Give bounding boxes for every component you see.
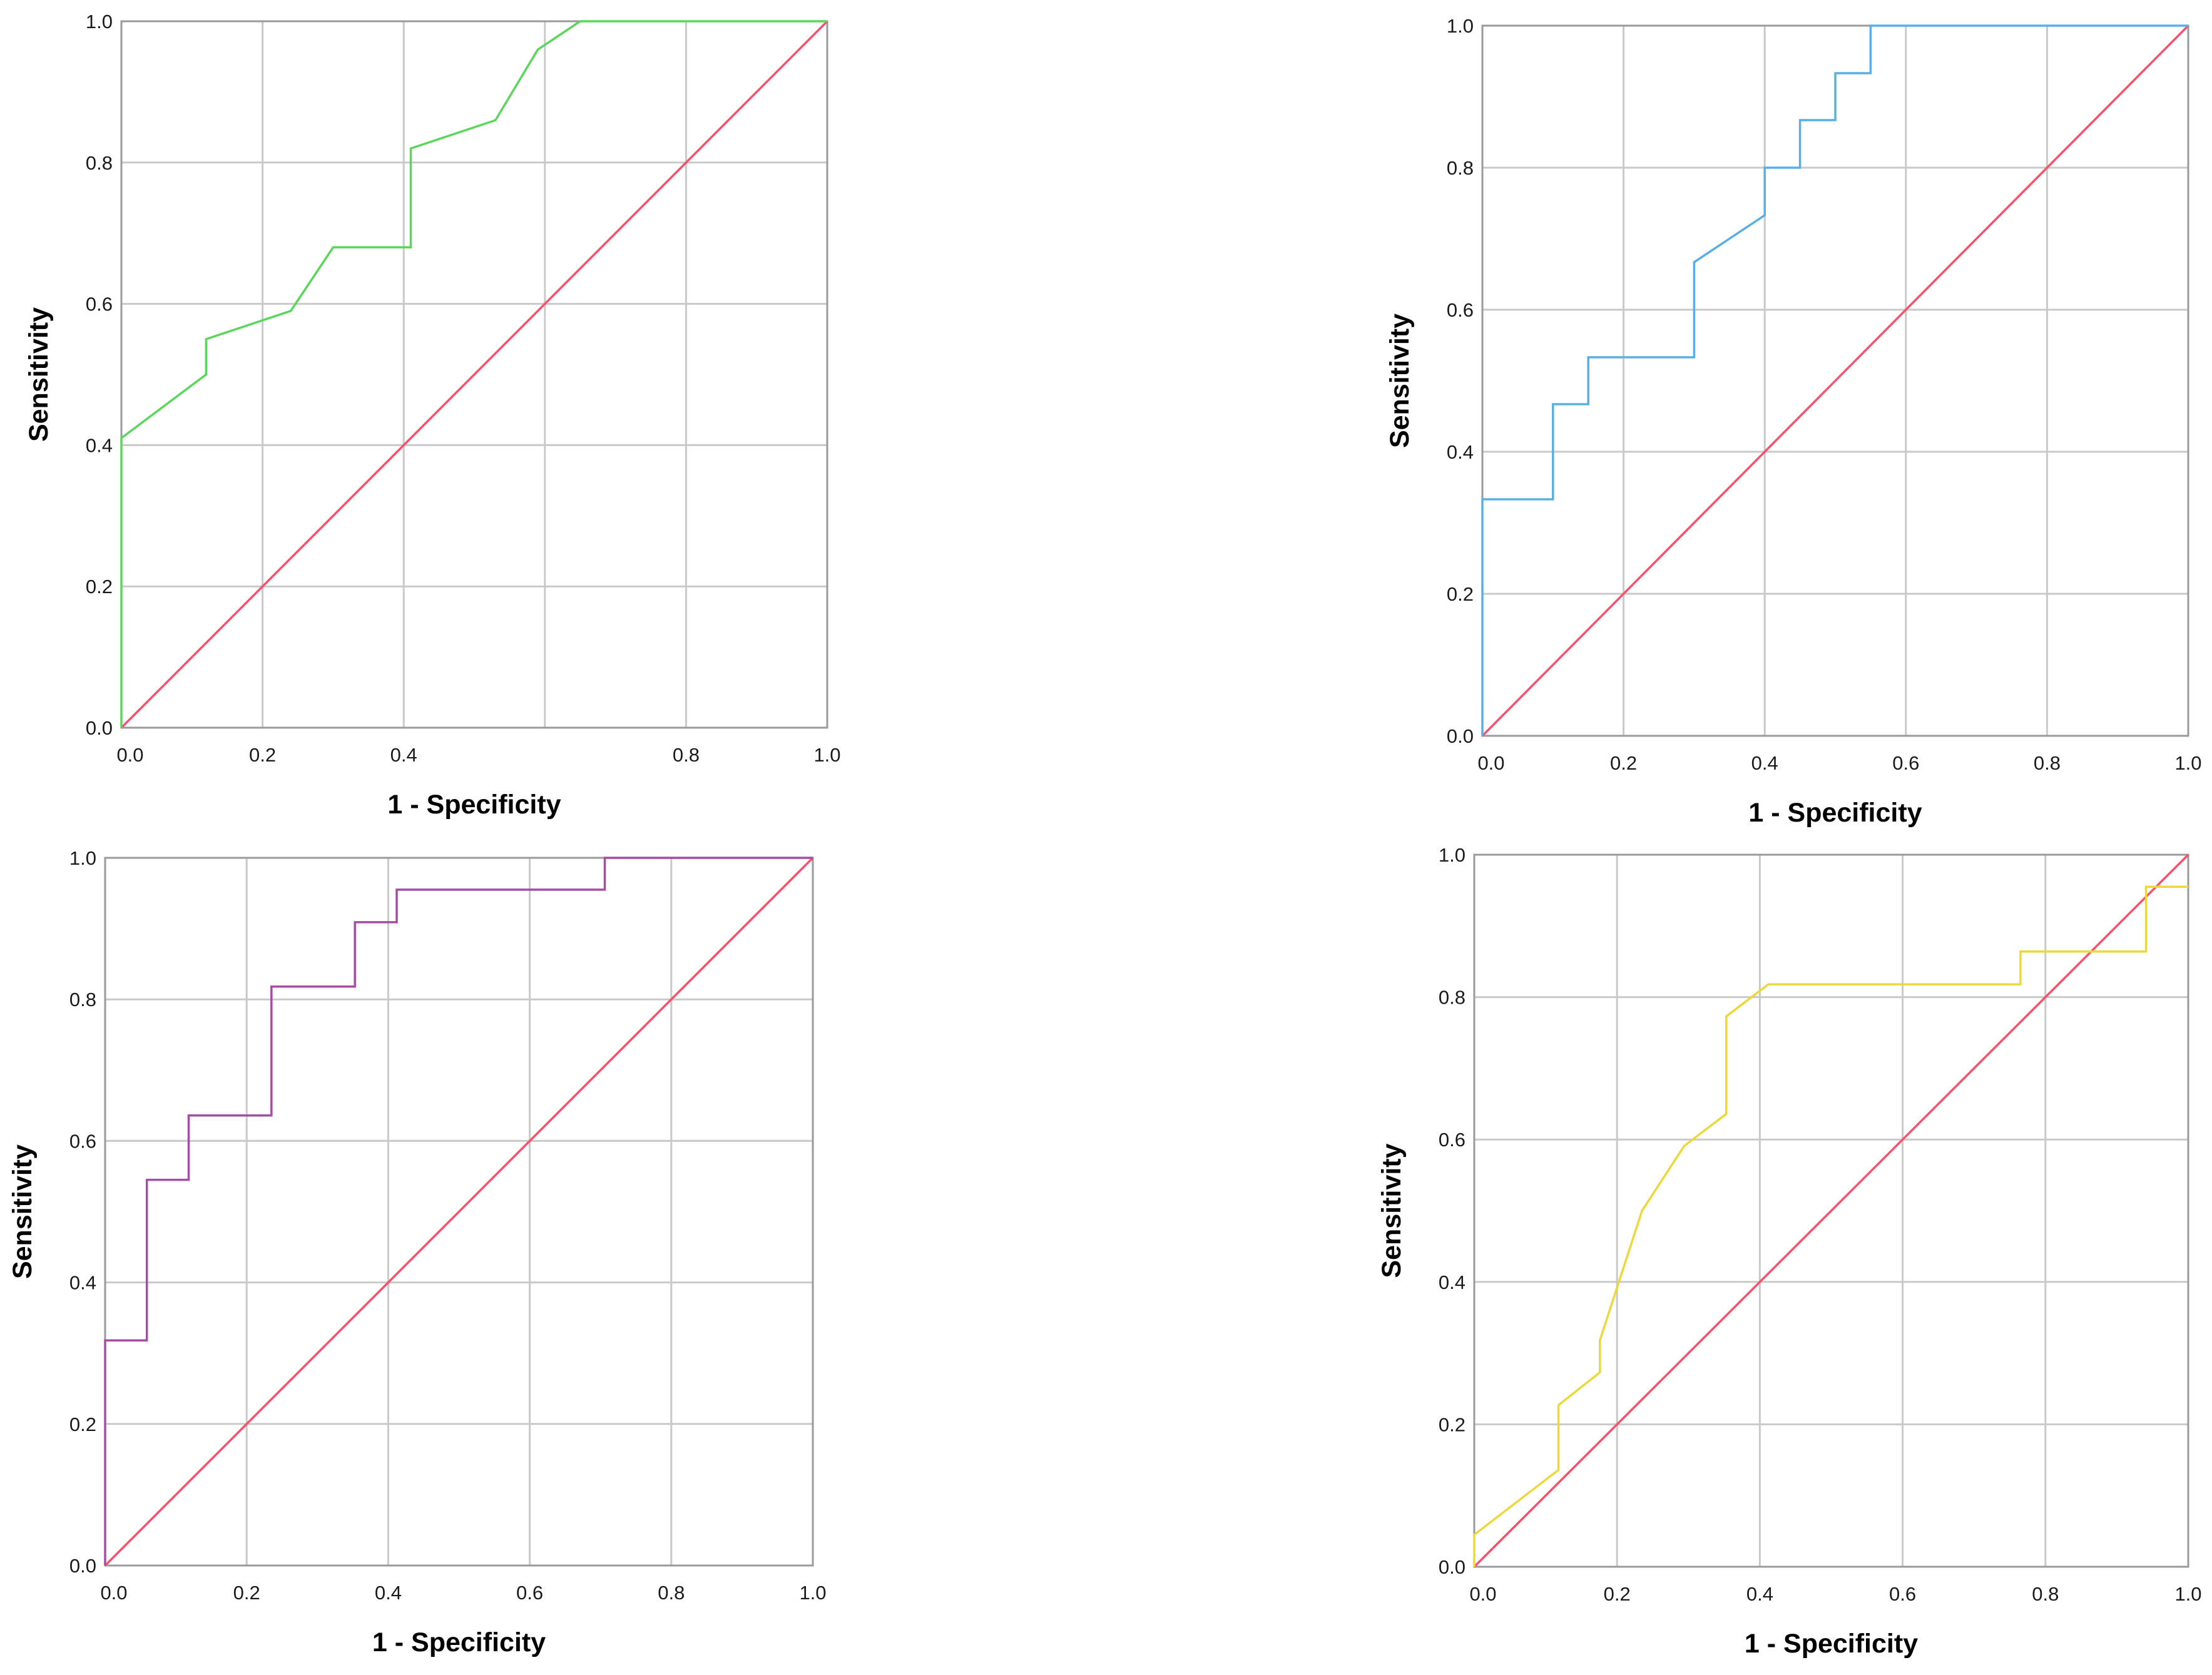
x-axis-title: 1 - Specificity <box>1745 1629 1918 1659</box>
y-tick-label: 0.4 <box>1439 1271 1465 1293</box>
x-tick-label: 0.4 <box>1751 752 1778 774</box>
reference-diagonal-line <box>1473 853 2189 1568</box>
x-tick-label: 1.0 <box>2174 752 2201 774</box>
roc-curve-line <box>1473 885 2188 1567</box>
x-axis-title: 1 - Specificity <box>387 790 561 820</box>
y-tick-label: 0.8 <box>1439 987 1465 1009</box>
y-tick-label: 0.4 <box>69 1272 96 1294</box>
x-tick-label: 0.6 <box>1892 752 1919 774</box>
x-tick-label: 1.0 <box>799 1582 826 1604</box>
roc-panel-3: 0.0 0.2 0.4 0.6 0.8 1.0 0.0 0.2 0.4 0.6 0.8 1.0 1 - … <box>8 847 827 1657</box>
x-tick-label: 0.0 <box>116 744 143 766</box>
roc-panel-2: 0.0 0.2 0.4 0.6 0.8 1.0 0.0 0.2 0.4 0.6 0.8 1.0 1 - … <box>1385 15 2202 828</box>
roc-curve-line <box>1481 24 2188 736</box>
y-axis-title: Sensitivity <box>1385 313 1415 448</box>
x-tick-label: 0.8 <box>2032 1583 2059 1605</box>
x-tick-label: 0.6 <box>1889 1583 1916 1605</box>
y-tick-label: 0.0 <box>1447 725 1474 747</box>
roc-curve-line <box>104 857 813 1566</box>
roc-panel-4: 0.0 0.2 0.4 0.6 0.8 1.0 0.0 0.2 0.4 0.6 0.8 1.0 1 - … <box>1377 844 2202 1659</box>
y-tick-label: 0.6 <box>1447 299 1474 321</box>
y-tick-label: 0.2 <box>69 1413 96 1435</box>
reference-diagonal-line <box>104 857 814 1567</box>
y-axis-title: Sensitivity <box>1377 1143 1407 1278</box>
y-tick-label: 1.0 <box>1447 15 1474 37</box>
y-tick-label: 0.0 <box>1439 1556 1465 1578</box>
y-tick-label: 0.8 <box>69 989 96 1011</box>
y-tick-label: 0.2 <box>1447 583 1474 605</box>
y-axis-title: Sensitivity <box>8 1144 38 1279</box>
y-tick-label: 0.4 <box>86 434 113 456</box>
plot-frame <box>104 857 814 1567</box>
plot-frame <box>1481 24 2189 737</box>
reference-diagonal-line <box>1481 24 2189 737</box>
y-tick-label: 1.0 <box>1439 844 1465 866</box>
reference-diagonal-line <box>120 20 828 729</box>
x-tick-label: 1.0 <box>813 744 840 766</box>
y-tick-label: 0.6 <box>69 1130 96 1152</box>
y-tick-label: 0.0 <box>86 717 113 739</box>
y-tick-label: 0.2 <box>86 576 113 598</box>
x-tick-label: 0.0 <box>100 1582 127 1604</box>
x-tick-label: 0.2 <box>1604 1583 1631 1605</box>
y-axis-title: Sensitivity <box>24 307 54 442</box>
x-tick-label: 0.8 <box>673 744 700 766</box>
y-tick-label: 0.4 <box>1447 441 1474 463</box>
y-tick-label: 0.8 <box>86 152 113 174</box>
x-tick-label: 0.2 <box>233 1582 260 1604</box>
x-axis-title: 1 - Specificity <box>372 1627 546 1657</box>
x-tick-label: 0.4 <box>1746 1583 1773 1605</box>
x-tick-label: 0.4 <box>375 1582 402 1604</box>
x-tick-label: 0.2 <box>1610 752 1637 774</box>
x-axis-title: 1 - Specificity <box>1748 798 1922 828</box>
y-tick-label: 0.6 <box>1439 1129 1465 1151</box>
y-tick-label: 0.0 <box>69 1555 96 1577</box>
x-tick-label: 0.0 <box>1477 752 1504 774</box>
x-tick-label: 0.6 <box>516 1582 543 1604</box>
roc-panel-1: 0.0 0.2 0.4 0.6 0.8 1.0 0.0 0.2 0.4 0.8 1.0 1 - Spe… <box>24 11 841 820</box>
x-tick-label: 0.8 <box>2034 752 2061 774</box>
y-tick-label: 0.2 <box>1439 1413 1465 1435</box>
y-tick-label: 1.0 <box>86 11 113 33</box>
plot-frame <box>1473 853 2189 1568</box>
y-tick-label: 0.8 <box>1447 157 1474 179</box>
x-tick-label: 0.4 <box>390 744 417 766</box>
y-tick-label: 1.0 <box>69 847 96 869</box>
x-tick-label: 0.0 <box>1469 1583 1496 1605</box>
plot-frame <box>120 20 828 729</box>
x-tick-label: 1.0 <box>2174 1583 2201 1605</box>
x-tick-label: 0.8 <box>658 1582 685 1604</box>
y-tick-label: 0.6 <box>86 293 113 315</box>
x-tick-label: 0.2 <box>249 744 276 766</box>
roc-curve-line <box>120 20 827 728</box>
